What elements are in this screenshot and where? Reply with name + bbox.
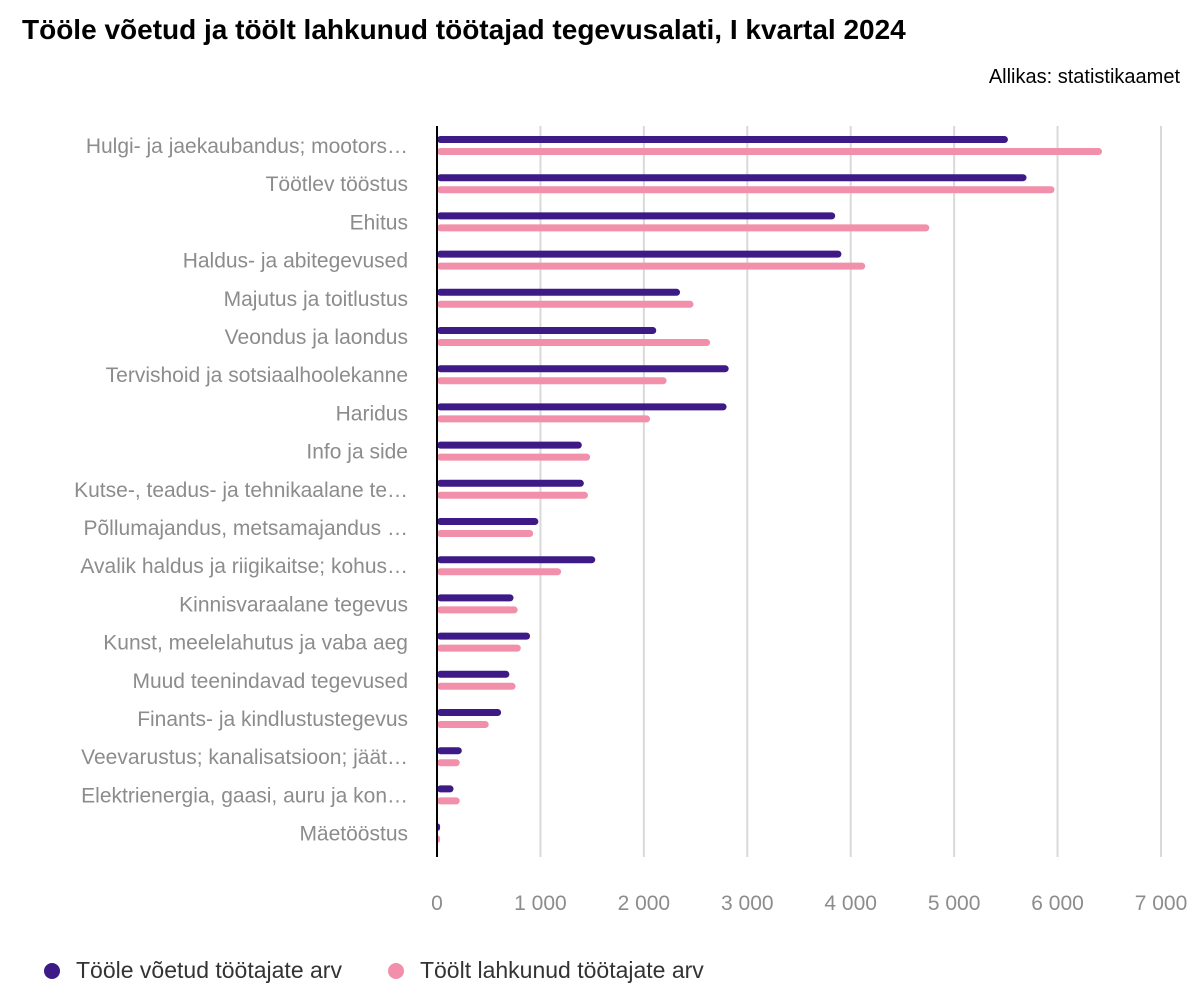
bar-hired xyxy=(437,709,502,716)
bar-left xyxy=(437,682,516,690)
bar-hired xyxy=(437,632,531,640)
bar-hired xyxy=(437,365,729,373)
bar-hired xyxy=(437,594,514,602)
bar-left xyxy=(437,797,460,805)
bar-hired xyxy=(437,518,539,525)
chart-title: Tööle võetud ja töölt lahkunud töötajad … xyxy=(22,14,906,45)
x-tick-label: 1 000 xyxy=(514,892,567,915)
bar-left xyxy=(437,186,1055,194)
category-label: Ehitus xyxy=(350,211,408,234)
bar-hired xyxy=(437,212,836,220)
category-label: Veevarustus; kanalisatsioon; jäät… xyxy=(81,746,408,769)
bar-left xyxy=(437,415,651,423)
bar-hired xyxy=(437,136,1008,143)
category-label: Muud teenindavad tegevused xyxy=(132,670,408,693)
category-label: Majutus ja toitlustus xyxy=(224,288,408,311)
bar-hired xyxy=(437,479,584,487)
category-label: Kinnisvaraalane tegevus xyxy=(179,593,408,616)
bar-hired xyxy=(437,327,657,334)
category-label: Tervishoid ja sotsiaalhoolekanne xyxy=(106,364,408,387)
category-label: Haldus- ja abitegevused xyxy=(183,250,408,273)
bar-chart: 0 1 000 2 000 3 000 4 000 5 000 6 000 7 000 Hulg… xyxy=(74,126,1188,915)
bar-left xyxy=(437,224,930,232)
bar-left xyxy=(437,491,589,499)
bar-hired xyxy=(437,747,462,755)
bar-left xyxy=(437,568,562,576)
category-label: Elektrienergia, gaasi, auru ja kon… xyxy=(81,784,408,807)
bar-hired xyxy=(437,250,842,258)
bar-hired xyxy=(437,403,727,411)
bar-hired xyxy=(437,670,510,678)
bar-left xyxy=(437,759,460,767)
x-tick-label: 6 000 xyxy=(1031,892,1084,915)
bar-left xyxy=(437,300,694,308)
bar-hired xyxy=(437,556,596,564)
category-label: Avalik haldus ja riigikaitse; kohus… xyxy=(80,555,408,578)
category-label: Põllumajandus, metsamajandus … xyxy=(84,517,409,540)
bar-hired xyxy=(437,174,1027,182)
bar-left xyxy=(437,339,711,346)
bar-left xyxy=(437,262,866,270)
legend: Tööle võetud töötajate arv Töölt lahkunu… xyxy=(44,957,750,984)
bar-left xyxy=(437,148,1103,155)
category-label: Töötlev tööstus xyxy=(266,173,408,196)
legend-marker-hired xyxy=(44,962,60,979)
x-tick-label: 7 000 xyxy=(1135,892,1188,915)
x-tick-label: 4 000 xyxy=(824,892,877,915)
category-label: Kutse-, teadus- ja tehnikaalane te… xyxy=(74,479,408,502)
bar-left xyxy=(437,530,534,537)
bar-hired xyxy=(437,288,681,296)
bar-hired xyxy=(437,785,454,793)
legend-marker-left xyxy=(387,962,404,979)
x-tick-label: 2 000 xyxy=(618,892,671,915)
category-label: Veondus ja laondus xyxy=(225,326,408,349)
category-label: Kunst, meelelahutus ja vaba aeg xyxy=(103,632,408,655)
bar-left xyxy=(437,606,518,614)
legend-item-left[interactable]: Töölt lahkunud töötajate arv xyxy=(387,957,704,984)
bar-left xyxy=(437,721,489,728)
bar-left xyxy=(437,377,667,385)
category-label: Info ja side xyxy=(306,441,408,464)
bar-left xyxy=(437,644,521,652)
legend-item-hired[interactable]: Tööle võetud töötajate arv xyxy=(44,957,342,984)
x-tick-label: 3 000 xyxy=(721,892,774,915)
source-note: Allikas: statistikaamet xyxy=(988,66,1180,88)
category-label: Finants- ja kindlustustegevus xyxy=(137,708,408,731)
category-label: Hulgi- ja jaekaubandus; mootors… xyxy=(86,135,408,158)
legend-label-left: Töölt lahkunud töötajate arv xyxy=(419,957,704,983)
x-tick-label: 5 000 xyxy=(928,892,981,915)
legend-label-hired: Tööle võetud töötajate arv xyxy=(76,957,342,983)
bar-left xyxy=(437,453,591,461)
category-label: Haridus xyxy=(336,402,408,425)
x-tick-label: 0 xyxy=(431,892,443,915)
category-label: Mäetööstus xyxy=(299,823,408,846)
bar-hired xyxy=(437,441,582,449)
